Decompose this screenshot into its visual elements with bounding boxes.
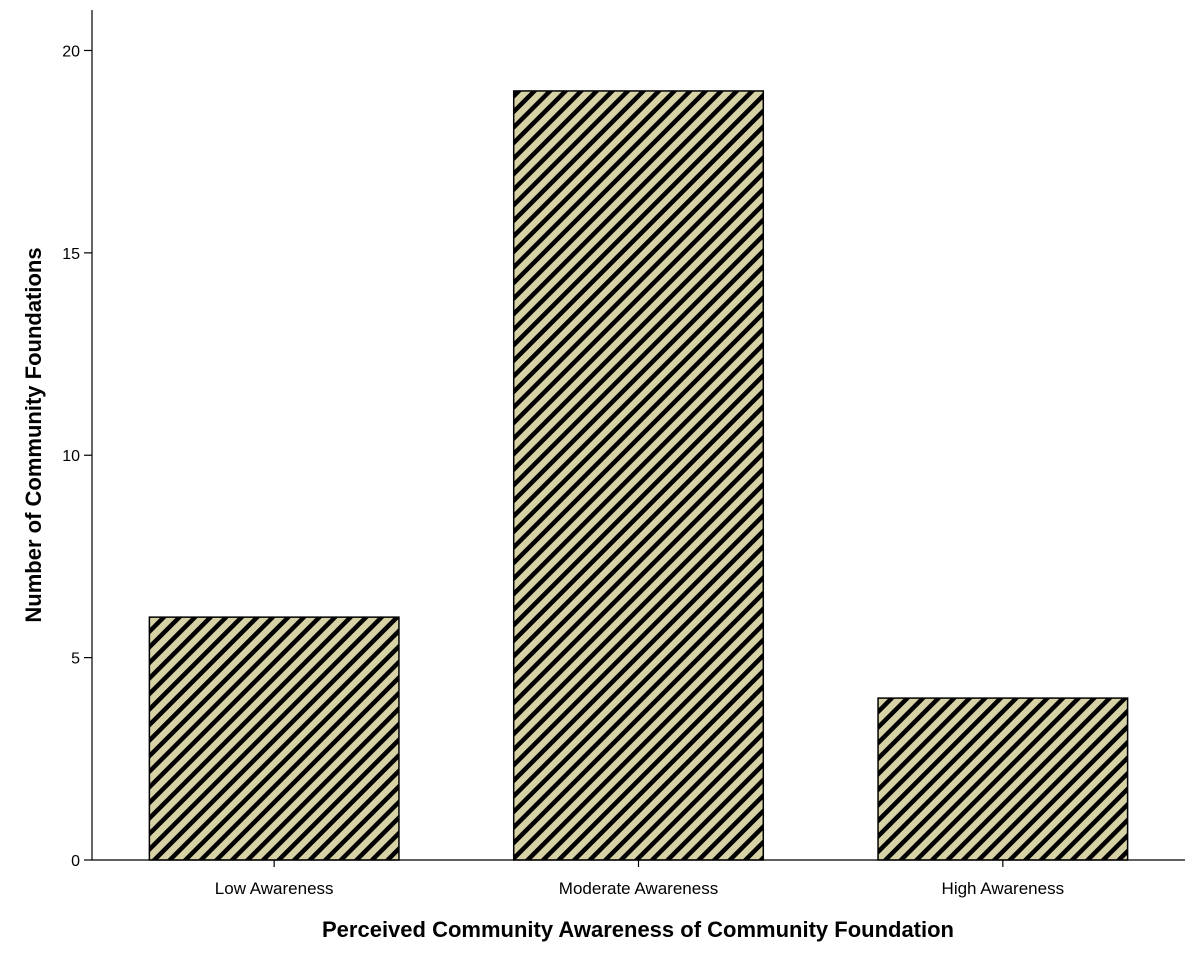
y-axis-ticks: 0 5 10 15 20: [62, 43, 92, 870]
y-tick-label-15: 15: [62, 246, 80, 263]
bars-layer: [148, 90, 1129, 861]
bar-moderate-awareness: [512, 90, 765, 861]
x-tick-label-low-awareness: Low Awareness: [215, 879, 334, 898]
x-tick-label-high-awareness: High Awareness: [942, 879, 1065, 898]
y-axis-title: Number of Community Foundations: [21, 247, 46, 622]
y-tick-label-5: 5: [71, 651, 80, 668]
x-axis-ticks: Low Awareness Moderate Awareness High Awar…: [215, 860, 1064, 898]
y-tick-label-0: 0: [71, 853, 80, 870]
y-tick-label-10: 10: [62, 448, 80, 465]
bar-low-awareness: [148, 616, 400, 861]
x-axis-title: Perceived Community Awareness of Communi…: [322, 917, 954, 942]
y-tick-label-20: 20: [62, 43, 80, 60]
x-tick-label-moderate-awareness: Moderate Awareness: [559, 879, 718, 898]
bar-high-awareness: [877, 697, 1129, 861]
